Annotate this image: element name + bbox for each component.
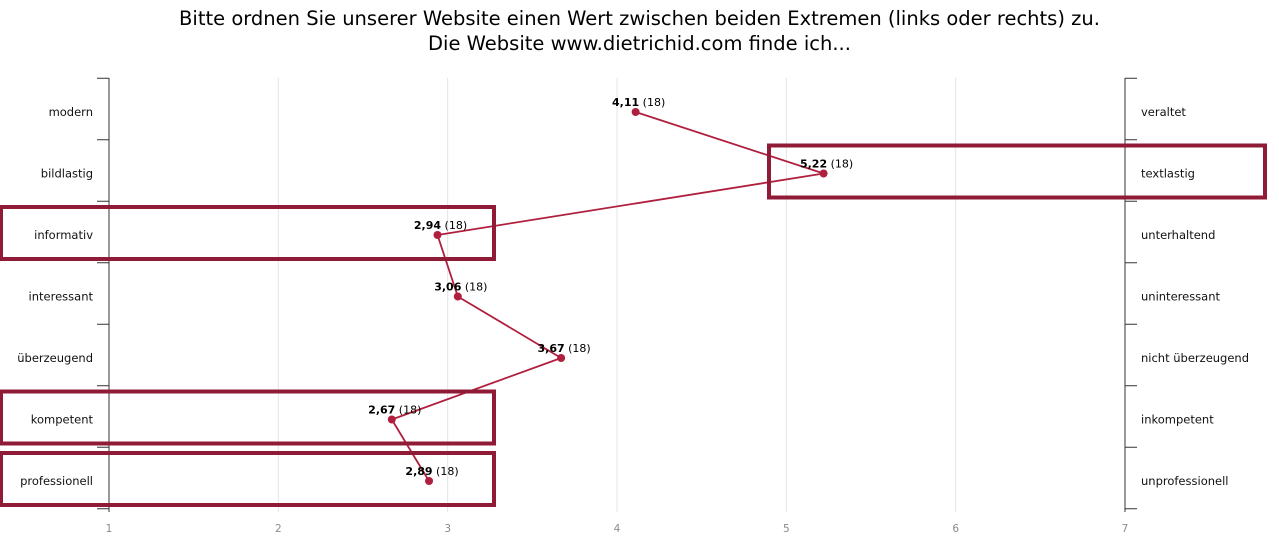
- data-point: [631, 108, 640, 116]
- value-number: 3,06: [434, 281, 461, 294]
- chart-title: Bitte ordnen Sie unserer Website einen W…: [0, 6, 1279, 56]
- value-label-layer: 4,11 (18)5,22 (18)2,94 (18)3,06 (18)3,67…: [368, 96, 853, 478]
- value-count: (18): [461, 281, 487, 294]
- data-point: [819, 169, 828, 178]
- value-label: 5,22 (18): [800, 158, 853, 171]
- value-count: (18): [565, 342, 591, 355]
- x-tick-label: 2: [275, 523, 282, 535]
- value-number: 3,67: [538, 342, 565, 355]
- item-right-label: textlastig: [1141, 167, 1195, 181]
- highlight-box: [767, 143, 1267, 200]
- data-point: [387, 415, 396, 424]
- x-tick-label: 4: [614, 523, 621, 535]
- point-layer: [387, 108, 828, 485]
- value-number: 4,11: [612, 96, 639, 109]
- data-point: [433, 231, 442, 239]
- item-label-layer: modern veraltet bildlastig textlastig inform…: [17, 105, 1249, 488]
- highlight-layer: [0, 143, 1267, 507]
- item-right-label: unprofessionell: [1141, 474, 1228, 488]
- title-line-2: Die Website www.dietrichid.com finde ich…: [428, 32, 851, 55]
- value-number: 2,89: [405, 465, 432, 478]
- data-point: [557, 354, 566, 362]
- x-tick-label: 7: [1122, 523, 1129, 535]
- value-count: (18): [441, 219, 467, 232]
- x-tick-label: 1: [106, 523, 113, 535]
- value-label: 3,06 (18): [434, 281, 487, 294]
- value-label: 2,94 (18): [414, 219, 467, 232]
- grid-layer: [277, 78, 957, 512]
- item-left-label: kompetent: [31, 413, 94, 427]
- item-right-label: nicht überzeugend: [1141, 351, 1249, 365]
- data-point: [425, 477, 434, 485]
- highlight-box: [0, 205, 496, 261]
- value-label: 2,67 (18): [368, 404, 421, 417]
- x-tick-label: 6: [952, 523, 959, 535]
- item-left-label: interessant: [29, 290, 94, 304]
- value-count: (18): [433, 465, 459, 478]
- x-tick-label: 5: [783, 523, 790, 535]
- x-tick-layer: 1 2 3 4 5 6 7: [106, 523, 1129, 535]
- item-left-label: überzeugend: [17, 351, 93, 365]
- value-number: 5,22: [800, 158, 827, 171]
- value-label: 3,67 (18): [538, 342, 591, 355]
- item-left-label: bildlastig: [41, 167, 93, 181]
- x-tick-label: 3: [444, 523, 451, 535]
- item-right-label: uninteressant: [1141, 290, 1221, 304]
- item-right-label: veraltet: [1141, 105, 1186, 119]
- highlight-box: [0, 451, 496, 507]
- item-right-label: inkompetent: [1141, 413, 1214, 427]
- value-count: (18): [639, 96, 665, 109]
- title-line-1: Bitte ordnen Sie unserer Website einen W…: [179, 7, 1100, 30]
- highlight-box: [0, 389, 496, 446]
- value-count: (18): [395, 404, 421, 417]
- item-left-label: modern: [49, 105, 93, 119]
- value-number: 2,94: [414, 219, 441, 232]
- item-left-label: professionell: [20, 474, 93, 488]
- value-label: 2,89 (18): [405, 465, 458, 478]
- item-left-label: informativ: [34, 228, 93, 242]
- value-number: 2,67: [368, 404, 395, 417]
- axis-layer: [97, 77, 1137, 512]
- value-count: (18): [827, 158, 853, 171]
- item-right-label: unterhaltend: [1141, 228, 1215, 242]
- data-point: [453, 292, 462, 301]
- value-label: 4,11 (18): [612, 96, 665, 109]
